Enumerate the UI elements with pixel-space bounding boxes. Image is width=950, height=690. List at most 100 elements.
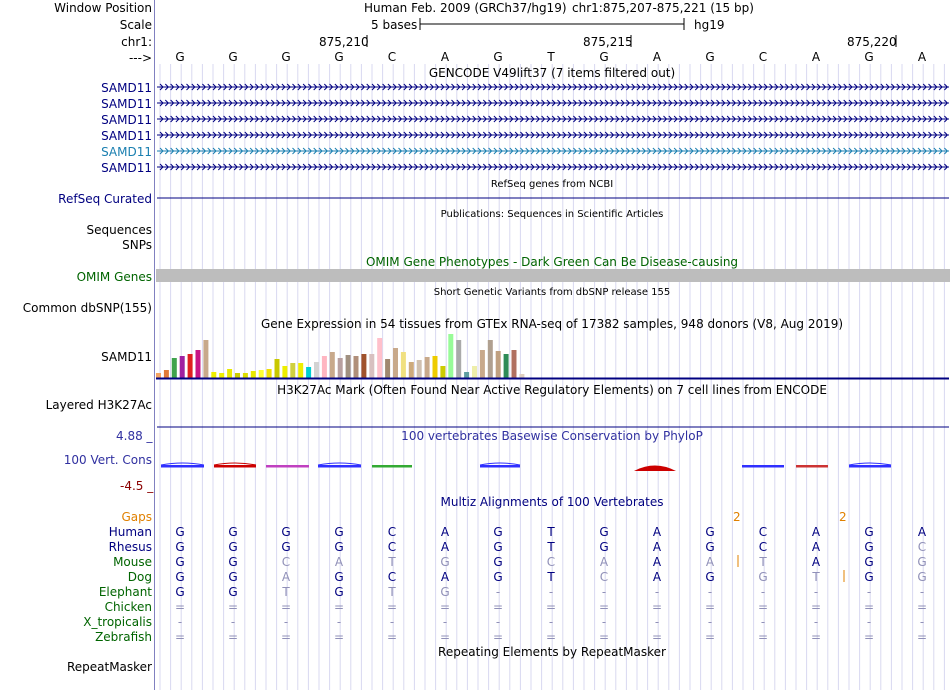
gencode-track-title[interactable]: GENCODE V49lift37 (7 items filtered out)	[428, 66, 676, 80]
gtex-tissue-bar	[282, 366, 288, 378]
multiz-track-title[interactable]: Multiz Alignments of 100 Vertebrates	[440, 495, 664, 509]
scale-label: Scale	[119, 18, 152, 32]
gtex-tissue-bar	[337, 358, 343, 378]
h3k27ac-track-title[interactable]: H3K27Ac Mark (Often Found Near Active Re…	[277, 383, 827, 397]
phylop-score-bar	[849, 465, 891, 468]
repeatmasker-track-title[interactable]: Repeating Elements by RepeatMasker	[438, 645, 666, 659]
gtex-tissue-bar	[424, 357, 430, 378]
omim-track-label[interactable]: OMIM Genes	[76, 270, 152, 284]
species-label[interactable]: Mouse	[113, 555, 152, 569]
gtex-tissue-bar	[242, 373, 248, 378]
alignment-base: G	[175, 540, 185, 554]
alignment-base: G	[864, 555, 874, 569]
alignment-base: -	[866, 585, 872, 599]
phylop-score-arc	[848, 462, 892, 466]
gtex-tissue-bar	[227, 369, 233, 378]
omim-track-title[interactable]: OMIM Gene Phenotypes - Dark Green Can Be…	[365, 255, 739, 269]
gtex-tissue-bar	[416, 360, 422, 378]
alignment-base: G	[758, 570, 768, 584]
alignment-base: A	[917, 525, 927, 539]
scale-bases-text: 5 bases	[371, 18, 418, 32]
repeatmasker-track-label[interactable]: RepeatMasker	[66, 660, 152, 674]
alignment-base: C	[387, 570, 397, 584]
gtex-tissue-bar	[487, 340, 493, 378]
gtex-tissue-bar	[456, 340, 462, 378]
gtex-tissue-bar	[179, 356, 185, 378]
sequence-base: G	[864, 50, 874, 64]
alignment-base: -	[760, 615, 766, 629]
gtex-tissue-bar	[408, 362, 414, 378]
gaps-label[interactable]: Gaps	[121, 510, 152, 524]
gtex-tissue-bar	[440, 366, 446, 378]
gtex-tissue-bar	[353, 356, 359, 378]
alignment-base: C	[758, 540, 768, 554]
alignment-base: -	[495, 585, 501, 599]
gtex-tissue-bar	[314, 362, 319, 378]
alignment-base: =	[916, 630, 928, 644]
species-label[interactable]: Zebrafish	[95, 630, 152, 644]
phylop-score-bar	[742, 465, 784, 468]
publications-track-title[interactable]: Publications: Sequences in Scientific Ar…	[440, 209, 664, 220]
alignment-base: G	[493, 540, 503, 554]
gtex-gene-label[interactable]: SAMD11	[101, 350, 152, 364]
gencode-gene-label[interactable]: SAMD11	[101, 161, 152, 175]
refseq-track-label[interactable]: RefSeq Curated	[58, 192, 152, 206]
strand-arrow-glyph	[159, 163, 949, 171]
gencode-gene-label[interactable]: SAMD11	[101, 113, 152, 127]
gtex-tissue-bar	[495, 351, 501, 378]
gencode-gene-label[interactable]: SAMD11	[101, 81, 152, 95]
ruler-tick-label: 875,210	[319, 35, 369, 49]
sequence-base: G	[281, 50, 291, 64]
dbsnp-track-label[interactable]: Common dbSNP(155)	[22, 301, 152, 315]
species-label[interactable]: Rhesus	[108, 540, 152, 554]
alignment-base: =	[333, 630, 345, 644]
alignment-base: G	[175, 570, 185, 584]
h3k27ac-track-label[interactable]: Layered H3K27Ac	[45, 398, 152, 412]
alignment-base: A	[811, 555, 821, 569]
gencode-gene-label[interactable]: SAMD11	[101, 145, 152, 159]
alignment-base: C	[758, 525, 768, 539]
window-position-label: Window Position	[54, 1, 152, 15]
phylop-track-title[interactable]: 100 vertebrates Basewise Conservation by…	[401, 429, 703, 443]
gtex-tissue-bar	[377, 338, 383, 378]
gtex-track-title[interactable]: Gene Expression in 54 tissues from GTEx …	[260, 317, 844, 331]
alignment-base: C	[546, 555, 556, 569]
strand-arrow-label: --->	[128, 51, 152, 65]
alignment-base: -	[442, 615, 448, 629]
gencode-gene-label[interactable]: SAMD11	[101, 97, 152, 111]
alignment-base: -	[760, 585, 766, 599]
gtex-tissue-bar	[345, 355, 351, 378]
alignment-base: =	[492, 600, 504, 614]
species-label[interactable]: Human	[108, 525, 152, 539]
alignment-base: -	[919, 585, 925, 599]
alignment-base: G	[334, 585, 344, 599]
species-label[interactable]: Dog	[127, 570, 152, 584]
phylop-score-arc	[160, 462, 205, 466]
alignment-base: G	[917, 570, 927, 584]
sequences-track-label[interactable]: Sequences	[86, 223, 152, 237]
gtex-tissue-bar	[156, 373, 161, 378]
snps-track-label[interactable]: SNPs	[122, 238, 152, 252]
gtex-tissue-bar	[250, 371, 256, 378]
alignment-base: A	[334, 555, 344, 569]
phylop-track-label[interactable]: 100 Vert. Cons	[63, 453, 152, 467]
species-label[interactable]: Chicken	[104, 600, 152, 614]
alignment-base: =	[439, 630, 451, 644]
alignment-base: G	[334, 525, 344, 539]
alignment-base: =	[333, 600, 345, 614]
species-label[interactable]: X_tropicalis	[83, 615, 152, 629]
alignment-base: =	[704, 630, 716, 644]
gtex-tissue-bar	[400, 352, 406, 378]
strand-arrow-glyph	[159, 83, 949, 91]
species-label[interactable]: Elephant	[98, 585, 152, 599]
alignment-base: =	[386, 600, 398, 614]
phylop-max-label: 4.88 _	[116, 429, 153, 443]
dbsnp-track-title[interactable]: Short Genetic Variants from dbSNP releas…	[433, 287, 671, 298]
alignment-base: =	[492, 630, 504, 644]
sequence-base: T	[547, 50, 555, 64]
gtex-tissue-bar	[163, 370, 169, 378]
alignment-base: A	[652, 540, 662, 554]
gencode-gene-label[interactable]: SAMD11	[101, 129, 152, 143]
refseq-track-title[interactable]: RefSeq genes from NCBI	[490, 179, 614, 190]
